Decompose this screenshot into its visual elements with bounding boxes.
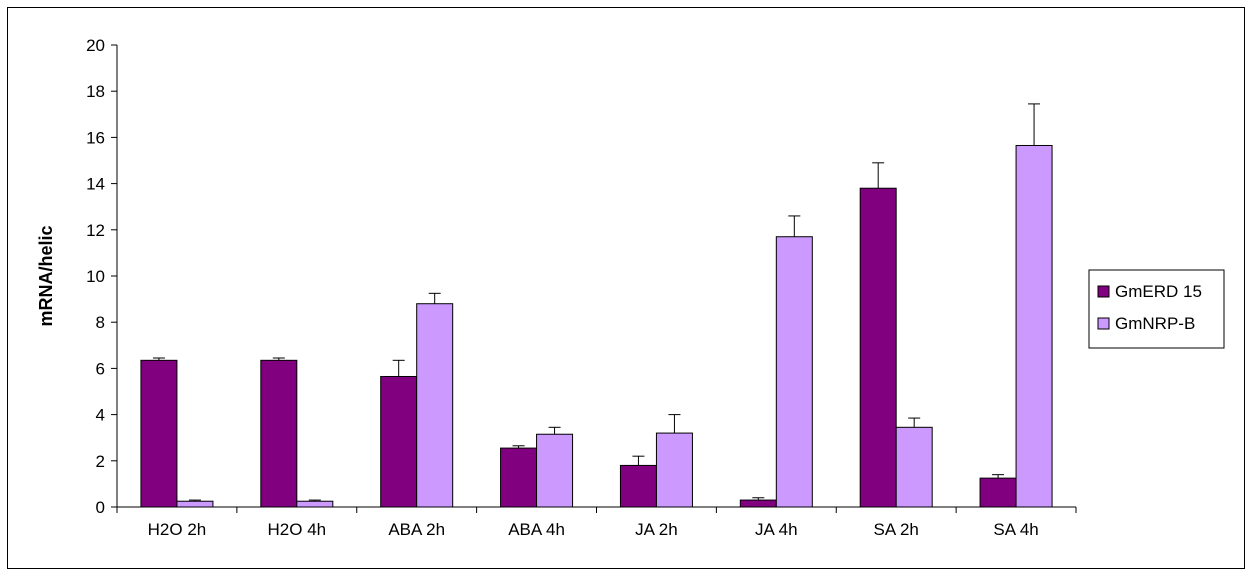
bar-gmerd15 xyxy=(260,359,298,508)
x-tick-label: ABA 2h xyxy=(388,520,445,539)
bar-gmerd15 xyxy=(140,359,178,508)
x-tick-label: SA 2h xyxy=(874,520,919,539)
y-tick-label: 14 xyxy=(86,175,105,194)
bar-gmnrp-b xyxy=(1015,144,1053,508)
x-tick-label: JA 4h xyxy=(755,520,798,539)
legend-swatch xyxy=(1097,285,1110,298)
bar-gmnrp-b xyxy=(655,432,693,508)
bar-gmnrp-b xyxy=(296,500,334,508)
y-tick-label: 6 xyxy=(96,359,105,378)
y-tick-label: 8 xyxy=(96,313,105,332)
y-tick-label: 10 xyxy=(86,267,105,286)
bar-gmerd15 xyxy=(380,375,418,508)
bar-gmerd15 xyxy=(500,447,538,508)
y-tick-label: 16 xyxy=(86,128,105,147)
x-tick-label: ABA 4h xyxy=(508,520,565,539)
y-tick-label: 20 xyxy=(86,36,105,55)
bar-gmerd15 xyxy=(979,477,1017,508)
x-tick-label: SA 4h xyxy=(993,520,1038,539)
bar-gmnrp-b xyxy=(895,426,933,508)
bar-gmnrp-b xyxy=(775,236,813,508)
bar-gmnrp-b xyxy=(416,303,454,508)
legend-box xyxy=(1088,269,1225,349)
bar-gmnrp-b xyxy=(536,433,574,508)
legend-label: GmERD 15 xyxy=(1115,282,1202,301)
y-tick-label: 0 xyxy=(96,498,105,517)
bar-gmnrp-b xyxy=(176,500,214,508)
y-tick-label: 2 xyxy=(96,452,105,471)
y-tick-label: 12 xyxy=(86,221,105,240)
y-tick-label: 4 xyxy=(96,406,105,425)
x-tick-label: H2O 4h xyxy=(268,520,327,539)
bar-gmerd15 xyxy=(859,187,897,508)
x-tick-label: JA 2h xyxy=(635,520,678,539)
bar-gmerd15 xyxy=(619,464,657,508)
x-tick-label: H2O 2h xyxy=(148,520,207,539)
legend-label: GmNRP-B xyxy=(1115,314,1195,333)
y-tick-label: 18 xyxy=(86,82,105,101)
bar-gmerd15 xyxy=(739,499,777,508)
legend-swatch xyxy=(1097,317,1110,330)
y-axis-label: mRNA/helic xyxy=(36,225,56,326)
